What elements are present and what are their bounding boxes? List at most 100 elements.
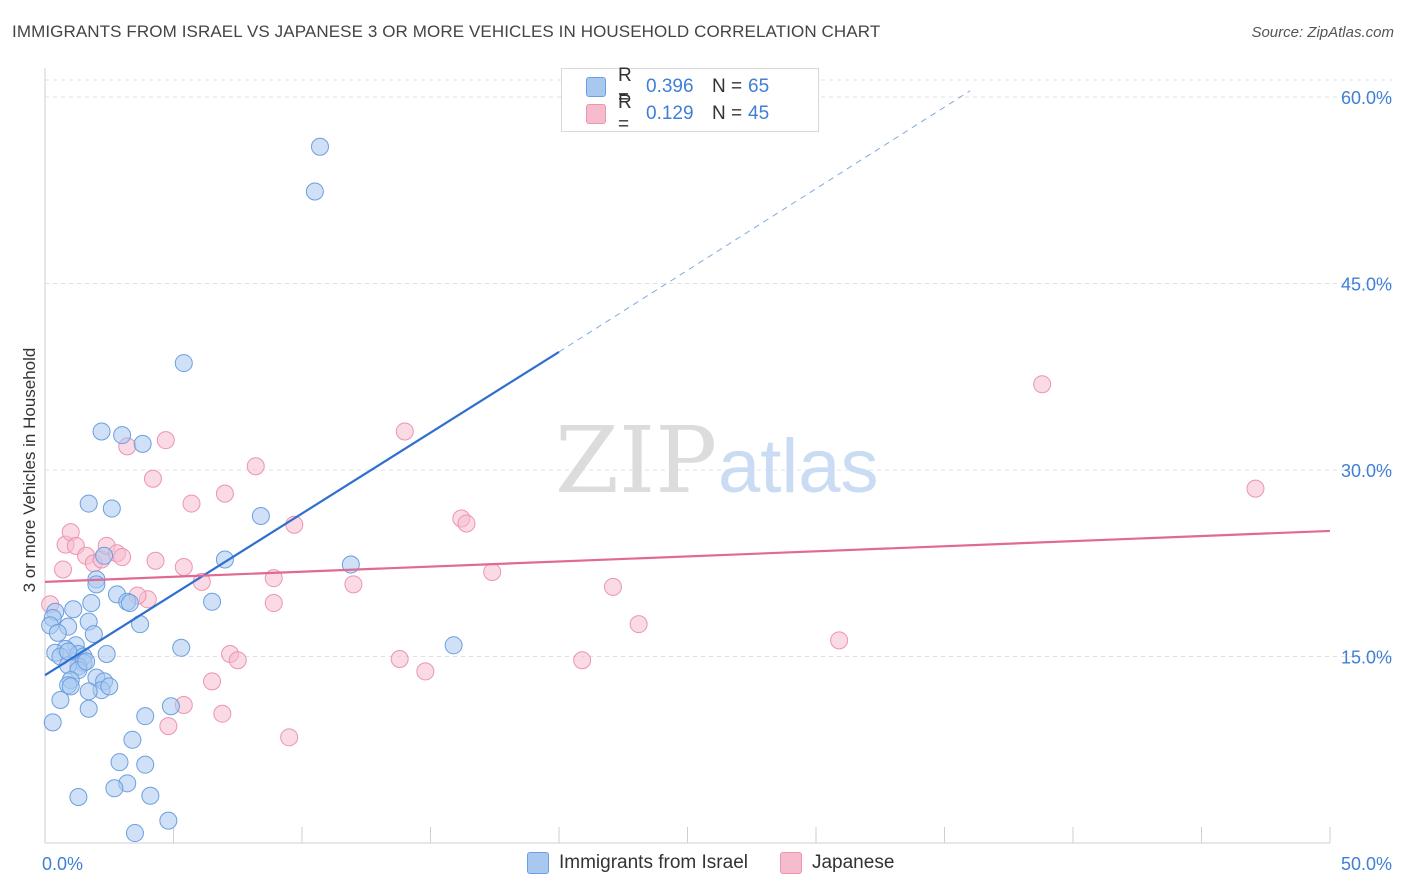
series-israel bbox=[41, 137, 463, 843]
watermark-zip: ZIP bbox=[555, 407, 717, 514]
legend-r-label: R = bbox=[618, 92, 632, 135]
data-point-israel bbox=[100, 677, 119, 696]
trend-line-japanese bbox=[44, 529, 1331, 583]
bottom-legend-label-israel: Immigrants from Israel bbox=[559, 852, 748, 873]
data-point-japanese bbox=[264, 594, 283, 613]
data-point-japanese bbox=[1246, 479, 1265, 498]
watermark: ZIP atlas bbox=[555, 407, 879, 514]
data-point-israel bbox=[125, 824, 144, 843]
axes bbox=[44, 68, 1331, 844]
tick-labels: 15.0% 30.0% 45.0% 60.0% 0.0% 50.0% bbox=[42, 88, 1392, 874]
data-point-japanese bbox=[573, 651, 592, 670]
x-tick-label: 0.0% bbox=[42, 854, 83, 874]
data-point-japanese bbox=[213, 704, 232, 723]
data-point-japanese bbox=[156, 431, 175, 450]
data-point-japanese bbox=[159, 717, 178, 736]
data-point-israel bbox=[110, 753, 129, 772]
data-point-japanese bbox=[1033, 375, 1052, 394]
data-point-israel bbox=[79, 494, 98, 513]
data-point-japanese bbox=[182, 494, 201, 513]
bottom-legend-swatch-israel bbox=[527, 852, 549, 874]
data-point-japanese bbox=[416, 662, 435, 681]
data-point-israel bbox=[203, 592, 222, 611]
bottom-legend-japanese: Japanese bbox=[779, 852, 895, 874]
data-point-israel bbox=[161, 697, 180, 716]
data-point-japanese bbox=[203, 672, 222, 691]
data-point-israel bbox=[141, 786, 160, 805]
data-point-israel bbox=[92, 422, 111, 441]
data-point-japanese bbox=[174, 557, 193, 576]
x-tick-label: 50.0% bbox=[1341, 854, 1392, 874]
legend-n-label: N = bbox=[712, 103, 743, 124]
data-point-israel bbox=[82, 594, 101, 613]
data-point-japanese bbox=[215, 484, 234, 503]
data-point-israel bbox=[123, 730, 142, 749]
data-point-japanese bbox=[228, 651, 247, 670]
legend-r-value: 0.129 bbox=[646, 103, 694, 124]
data-point-japanese bbox=[457, 514, 476, 533]
data-point-japanese bbox=[344, 575, 363, 594]
data-point-israel bbox=[310, 137, 329, 156]
bottom-legend-israel: Immigrants from Israel bbox=[527, 852, 748, 874]
data-point-israel bbox=[43, 713, 62, 732]
legend-r-value: 0.396 bbox=[646, 76, 694, 97]
y-tick-label: 45.0% bbox=[1341, 275, 1392, 295]
trend-line-israel-extension bbox=[558, 90, 971, 353]
data-point-israel bbox=[105, 779, 124, 798]
data-point-japanese bbox=[246, 457, 265, 476]
bottom-legend-label-japanese: Japanese bbox=[811, 852, 895, 873]
data-point-israel bbox=[102, 499, 121, 518]
legend-swatch-japanese bbox=[586, 104, 606, 124]
data-point-israel bbox=[95, 546, 114, 565]
grid-lines bbox=[45, 79, 1392, 657]
data-point-israel bbox=[444, 636, 463, 655]
chart-source: Source: ZipAtlas.com bbox=[1251, 24, 1394, 41]
bottom-legend: Immigrants from Israel Japanese bbox=[527, 852, 926, 874]
data-point-japanese bbox=[113, 548, 132, 567]
legend-r-label: R = bbox=[618, 65, 632, 108]
y-tick-label: 60.0% bbox=[1341, 88, 1392, 108]
y-tick-label: 15.0% bbox=[1341, 648, 1392, 668]
legend-n-value: 65 bbox=[748, 76, 770, 97]
y-tick-label: 30.0% bbox=[1341, 461, 1392, 481]
data-point-israel bbox=[51, 691, 70, 710]
data-point-israel bbox=[172, 638, 191, 657]
data-point-japanese bbox=[603, 577, 622, 596]
data-point-israel bbox=[87, 575, 106, 594]
data-point-israel bbox=[136, 755, 155, 774]
legend-row-israel: R = 0.396 N = 65 bbox=[586, 65, 770, 108]
data-point-japanese bbox=[53, 560, 72, 579]
legend-n-label: N = bbox=[712, 76, 743, 97]
data-point-israel bbox=[64, 600, 83, 619]
data-point-israel bbox=[113, 426, 132, 445]
data-point-israel bbox=[174, 354, 193, 373]
data-point-israel bbox=[251, 507, 270, 526]
data-point-israel bbox=[79, 682, 98, 701]
legend: R = 0.396 N = 65 R = 0.129 N = 45 bbox=[561, 65, 819, 135]
data-point-japanese bbox=[390, 649, 409, 668]
data-point-israel bbox=[61, 677, 80, 696]
data-point-israel bbox=[120, 594, 139, 613]
data-point-israel bbox=[97, 645, 116, 664]
data-point-japanese bbox=[395, 422, 414, 441]
chart-title: IMMIGRANTS FROM ISRAEL VS JAPANESE 3 OR … bbox=[12, 22, 881, 41]
data-point-japanese bbox=[146, 551, 165, 570]
data-point-japanese bbox=[280, 728, 299, 747]
legend-row-japanese: R = 0.129 N = 45 bbox=[586, 92, 769, 135]
data-point-israel bbox=[84, 625, 103, 644]
data-point-israel bbox=[136, 707, 155, 726]
data-point-israel bbox=[133, 434, 152, 453]
data-point-japanese bbox=[143, 469, 162, 488]
data-point-japanese bbox=[483, 562, 502, 581]
data-point-israel bbox=[79, 699, 98, 718]
data-point-israel bbox=[48, 623, 67, 642]
trend-lines bbox=[44, 90, 1331, 677]
data-point-israel bbox=[69, 787, 88, 806]
data-point-israel bbox=[159, 811, 178, 830]
data-point-israel bbox=[77, 652, 96, 671]
watermark-atlas: atlas bbox=[718, 424, 879, 509]
data-point-japanese bbox=[830, 631, 849, 650]
bottom-legend-swatch-japanese bbox=[779, 852, 802, 874]
trend-line-israel bbox=[44, 350, 560, 677]
